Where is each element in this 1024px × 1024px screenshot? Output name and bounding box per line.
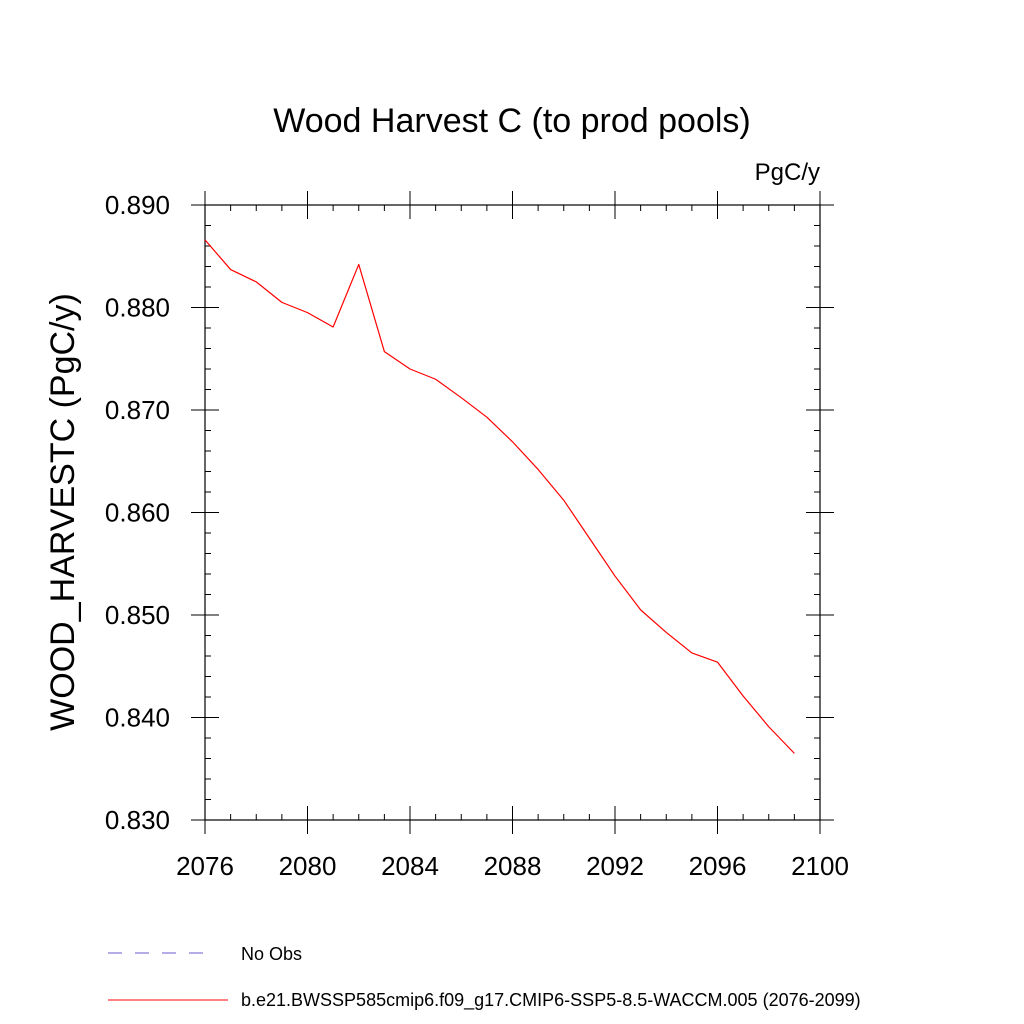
x-tick-label: 2076 bbox=[176, 851, 234, 881]
series-layer bbox=[204, 239, 795, 754]
y-tick-label: 0.850 bbox=[105, 600, 170, 630]
y-tick-label: 0.880 bbox=[105, 293, 170, 323]
series-line bbox=[204, 239, 795, 754]
legend: No Obs b.e21.BWSSP585cmip6.f09_g17.CMIP6… bbox=[108, 944, 861, 1011]
x-tick-label: 2096 bbox=[689, 851, 747, 881]
y-tick-label: 0.840 bbox=[105, 703, 170, 733]
units-label: PgC/y bbox=[755, 159, 820, 186]
x-axis: 2076 2080 2084 2088 2092 2096 2100 bbox=[176, 191, 849, 881]
x-tick-label: 2084 bbox=[381, 851, 439, 881]
y-tick-label: 0.890 bbox=[105, 190, 170, 220]
legend-label-no-obs: No Obs bbox=[241, 944, 302, 964]
y-axis-label: WOOD_HARVESTC (PgC/y) bbox=[44, 293, 82, 731]
y-tick-label: 0.860 bbox=[105, 498, 170, 528]
chart-title: Wood Harvest C (to prod pools) bbox=[273, 102, 750, 140]
y-tick-label: 0.870 bbox=[105, 395, 170, 425]
x-tick-label: 2100 bbox=[791, 851, 849, 881]
x-tick-label: 2080 bbox=[279, 851, 337, 881]
y-axis: 0.830 0.840 0.850 0.860 0.870 0.880 0.890 bbox=[105, 190, 834, 835]
x-tick-label: 2092 bbox=[586, 851, 644, 881]
plot-frame bbox=[204, 204, 821, 821]
x-tick-label: 2088 bbox=[484, 851, 542, 881]
legend-label-model: b.e21.BWSSP585cmip6.f09_g17.CMIP6-SSP5-8… bbox=[241, 990, 861, 1011]
y-tick-label: 0.830 bbox=[105, 805, 170, 835]
